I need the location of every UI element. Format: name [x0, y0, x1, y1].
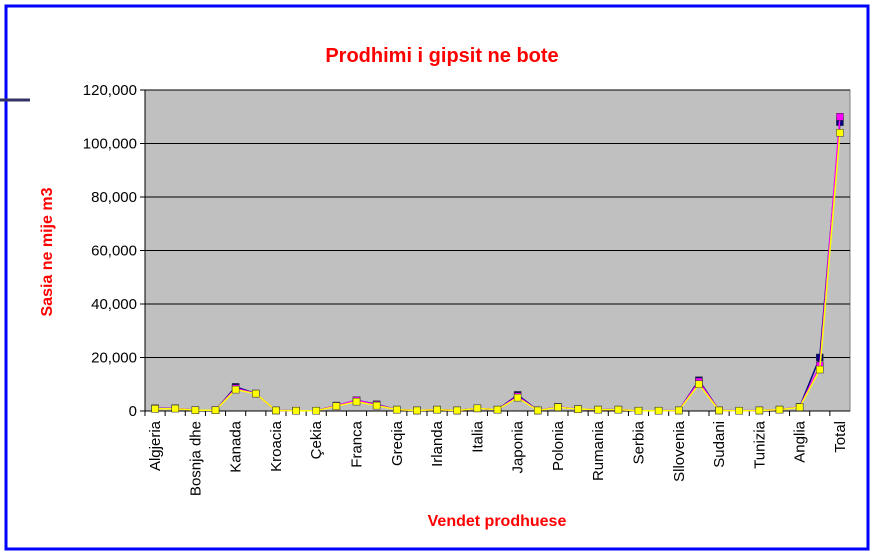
point-marker — [614, 405, 623, 414]
point-marker — [513, 393, 522, 402]
point-marker — [534, 406, 542, 415]
x-tick-label: Sllovenia — [671, 420, 688, 482]
x-tick-label: Anglia — [792, 420, 809, 462]
y-tick-label: 20,000 — [91, 350, 137, 367]
point-marker — [292, 406, 300, 415]
point-marker — [413, 406, 421, 415]
x-tick-label: Polonia — [550, 420, 567, 471]
point-marker — [231, 385, 240, 394]
x-tick-label: Kanada — [228, 420, 245, 472]
x-tick-label: Tunizia — [751, 420, 768, 468]
point-marker — [473, 404, 482, 413]
point-marker — [715, 406, 723, 415]
point-marker — [191, 406, 200, 414]
x-tick-label: Franca — [349, 420, 366, 467]
x-tick-label: Italia — [469, 420, 486, 452]
point-marker — [675, 406, 683, 415]
point-marker — [574, 405, 582, 413]
point-marker — [252, 389, 260, 398]
point-marker — [594, 405, 602, 414]
point-marker — [433, 405, 441, 414]
x-tick-label: Total — [832, 421, 849, 453]
point-marker — [836, 113, 844, 121]
point-marker — [372, 401, 381, 410]
x-tick-label: Japonia — [510, 420, 527, 473]
point-marker — [554, 403, 562, 412]
y-tick-label: 120,000 — [83, 82, 137, 99]
y-axis-label: Sasia ne mije m3 — [39, 187, 56, 316]
y-tick-label: 60,000 — [91, 243, 137, 260]
x-tick-label: Algjeria — [147, 420, 164, 471]
x-axis-label: Vendet prodhuese — [428, 513, 567, 530]
point-marker — [151, 405, 159, 413]
point-marker — [816, 365, 824, 374]
x-tick-label: Bosnja dhe — [187, 421, 204, 496]
x-tick-label: Irlanda — [429, 420, 446, 467]
y-tick-label: 80,000 — [91, 189, 137, 206]
x-tick-label: Serbia — [631, 420, 648, 464]
point-marker — [352, 397, 361, 406]
point-marker — [695, 380, 703, 388]
point-marker — [493, 405, 502, 414]
point-marker — [755, 406, 764, 415]
y-tick-label: 0 — [129, 403, 137, 420]
y-tick-label: 100,000 — [83, 136, 137, 153]
point-marker — [171, 404, 179, 413]
point-marker — [654, 406, 663, 415]
point-marker — [211, 406, 220, 414]
chart-title: Prodhimi i gipsit ne bote — [325, 45, 558, 67]
point-marker — [332, 402, 341, 410]
point-marker — [775, 405, 784, 414]
y-tick-label: 40,000 — [91, 296, 137, 313]
point-marker — [453, 406, 461, 415]
point-marker — [393, 405, 401, 414]
point-marker — [272, 406, 280, 415]
point-marker — [735, 406, 743, 415]
x-tick-label: Rumania — [590, 420, 607, 481]
x-tick-label: Greqia — [389, 420, 406, 466]
x-tick-label: Kroacia — [268, 420, 285, 472]
point-marker — [634, 406, 643, 415]
x-tick-label: Çekia — [308, 420, 325, 459]
point-marker — [836, 129, 844, 137]
x-tick-label: Sudani — [711, 421, 728, 468]
point-marker — [312, 406, 320, 415]
point-marker — [795, 403, 804, 412]
